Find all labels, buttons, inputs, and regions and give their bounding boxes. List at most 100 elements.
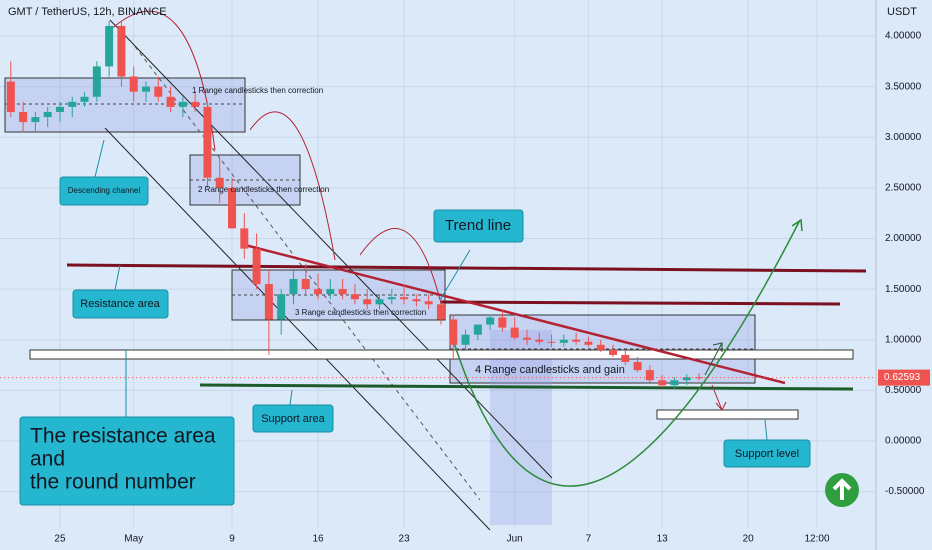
annotation: 2 Range candlesticks then correction — [198, 185, 329, 194]
candle-body — [584, 341, 593, 345]
candle-body — [412, 299, 421, 302]
y-tick-label: 3.00000 — [885, 132, 922, 143]
candle-body — [19, 111, 28, 123]
callout — [433, 209, 524, 243]
candle-body — [473, 324, 482, 335]
candle-body — [277, 294, 286, 320]
candle-body — [80, 96, 89, 102]
candle-body — [129, 76, 138, 92]
pointer — [764, 419, 768, 441]
projection — [449, 219, 801, 487]
last-price-tag — [878, 369, 930, 386]
candle-body — [621, 354, 630, 363]
last-price-label: 0.62593 — [884, 372, 921, 383]
pointer — [439, 249, 471, 301]
x-tick-label: 7 — [586, 534, 592, 545]
annotation: Trend line — [445, 217, 511, 234]
candle-body — [338, 289, 347, 295]
y-tick-label: -0.50000 — [885, 486, 925, 497]
chart-title: GMT / TetherUS, 12h, BINANCE — [8, 6, 167, 18]
annotation: Support area — [261, 413, 325, 425]
candle-body — [375, 299, 384, 305]
candle-body — [658, 380, 667, 386]
support-line — [199, 383, 854, 391]
candle-body — [547, 341, 556, 343]
arrow — [791, 218, 803, 232]
y-tick-label: 1.50000 — [885, 284, 922, 295]
pointer — [94, 139, 105, 178]
y-tick-label: 1.00000 — [885, 334, 922, 345]
arc — [249, 111, 336, 261]
x-tick-label: 23 — [399, 534, 411, 545]
callout — [723, 439, 811, 468]
candle-body — [682, 377, 691, 381]
callout — [252, 404, 334, 433]
x-tick-label: 9 — [229, 534, 235, 545]
candle-body — [596, 344, 605, 350]
channel-line — [109, 19, 553, 479]
annotation: Resistance area — [80, 298, 160, 310]
annotation: and — [30, 448, 65, 471]
candle-body — [449, 319, 458, 345]
support-box — [656, 409, 799, 420]
candle-body — [572, 339, 581, 342]
up-icon-arrow — [832, 478, 852, 500]
arrow — [711, 384, 727, 411]
candle-body — [535, 339, 544, 342]
resistance-line — [66, 263, 867, 273]
x-tick-label: 16 — [312, 534, 324, 545]
annotation: The resistance area — [30, 425, 216, 448]
axis-unit: USDT — [887, 6, 917, 18]
candle-body — [31, 117, 40, 123]
y-tick-label: 2.00000 — [885, 233, 922, 244]
candle-body — [117, 25, 126, 77]
candle-body — [314, 289, 323, 295]
candle-body — [191, 101, 200, 107]
x-tick-label: 25 — [54, 534, 66, 545]
y-tick-label: 0.00000 — [885, 436, 922, 447]
candle-body — [400, 297, 409, 300]
candle-body — [6, 81, 15, 112]
candle-body — [326, 289, 335, 295]
candle-body — [252, 248, 261, 285]
x-tick-label: 12:00 — [804, 534, 829, 545]
candle-body — [142, 86, 150, 92]
annotation: Descending channel — [68, 186, 141, 195]
annotation: 4 Range candlesticks and gain — [475, 364, 625, 376]
x-tick-label: 13 — [657, 534, 669, 545]
candle-body — [105, 25, 114, 67]
callout — [72, 289, 169, 319]
candle-body — [92, 66, 101, 97]
resistance-line — [439, 300, 841, 306]
channel-fill — [490, 330, 552, 525]
callout — [19, 416, 235, 506]
annotation: the round number — [30, 471, 196, 494]
resistance-box — [29, 349, 854, 360]
channel-line — [104, 127, 491, 531]
x-tick-label: Jun — [507, 534, 523, 545]
channel-mid — [129, 39, 481, 501]
arc — [359, 228, 441, 301]
candle-body — [695, 377, 704, 379]
candle-body — [68, 101, 77, 107]
trend-line — [244, 243, 786, 385]
candle-body — [670, 380, 679, 386]
candle-body — [55, 106, 64, 112]
pointer — [289, 389, 293, 406]
candle-body — [264, 284, 273, 320]
candle-body — [178, 101, 187, 107]
candle-body — [43, 111, 52, 118]
candle-body — [154, 86, 163, 97]
annotation: Support level — [735, 448, 799, 460]
candle-body — [522, 337, 531, 340]
candle-body — [228, 187, 237, 229]
candle-body — [633, 362, 642, 371]
candle-body — [498, 317, 507, 328]
candle-body — [215, 177, 224, 188]
y-tick-label: 3.50000 — [885, 81, 922, 92]
candle-body — [609, 349, 618, 355]
candle-body — [203, 106, 212, 178]
candle-body — [363, 299, 372, 305]
candle-body — [461, 334, 470, 345]
